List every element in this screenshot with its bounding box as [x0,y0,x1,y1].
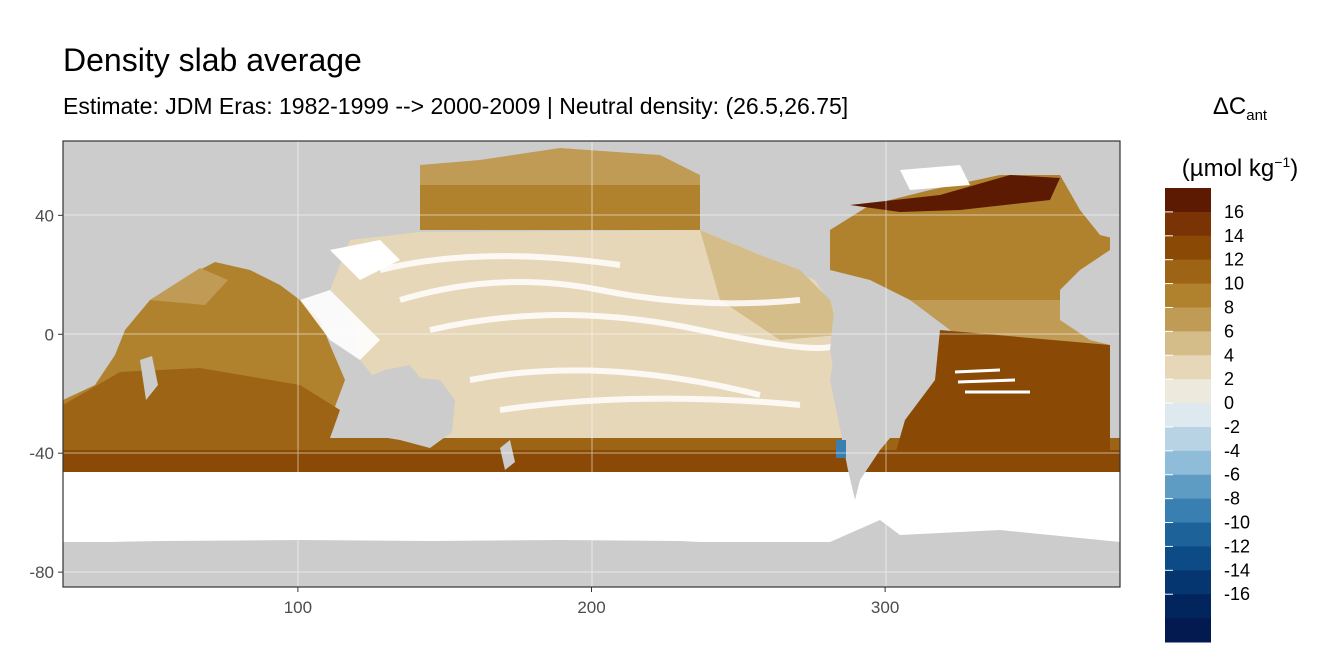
colorbar: 16 14 12 10 8 6 4 2 0 -2 -4 -6 -8 -10 -12 -14 -16 [1165,188,1250,643]
colorbar-label: 14 [1224,226,1244,246]
legend-title-symbol: ΔCant [1212,93,1268,124]
colorbar-label: 2 [1224,369,1234,389]
x-tick-label: 200 [577,598,605,617]
colorbar-swatch [1165,188,1211,213]
north-atlantic-subpolar [850,175,1060,212]
legend-title: ΔCant (µmol kg−1) [1160,84,1320,192]
colorbar-label: -8 [1224,489,1240,509]
colorbar-label: 16 [1224,202,1244,222]
pacific-east-tropical [700,230,840,340]
colorbar-swatch [1165,211,1211,237]
chart-title: Density slab average [63,42,362,78]
south-america [830,280,945,500]
colorbar-swatch [1165,355,1211,380]
north-no-data [900,165,970,190]
pacific-white-streaks [379,253,843,413]
pacific-northwest-no-data [330,240,400,280]
y-tick-label: 40 [35,206,54,225]
europe [1060,160,1120,240]
colorbar-swatch [1165,450,1211,476]
africa [1060,250,1110,345]
colorbar-label: -14 [1224,560,1250,580]
new-zealand [500,440,515,470]
colorbar-label: 4 [1224,345,1234,365]
colorbar-label: -4 [1224,441,1240,461]
indian-ocean-south [63,368,340,438]
y-tick-label: -80 [29,563,54,582]
colorbar-swatch [1165,498,1211,524]
colorbar-swatch [1165,235,1211,261]
arabian-sea-west [150,268,228,305]
madagascar [140,356,158,400]
colorbar-label: 10 [1224,274,1244,294]
colorbar-swatch [1165,307,1211,332]
colorbar-swatch [1165,594,1211,619]
y-tick-label: 0 [45,325,54,344]
atlantic-white-streaks [954,368,1030,394]
colorbar-swatch [1165,379,1211,404]
colorbar-label: 12 [1224,250,1244,270]
colorbar-swatch [1165,570,1211,595]
colorbar-swatch [1165,618,1211,643]
colorbar-label: 8 [1224,297,1234,317]
colorbar-swatch [1165,474,1211,500]
colorbar-label: -16 [1224,584,1250,604]
gridlines [63,141,1120,587]
colorbar-swatch [1165,259,1211,285]
colorbar-swatch [1165,403,1211,428]
chart-subtitle: Estimate: JDM Eras: 1982-1999 --> 2000-2… [63,93,849,119]
colorbar-swatch [1165,331,1211,356]
north-pacific-central [420,185,700,230]
colorbar-label: 6 [1224,321,1234,341]
map-layer [63,141,1120,587]
colorbar-label: 0 [1224,393,1234,413]
colorbar-label: -6 [1224,465,1240,485]
colorbar-swatch [1165,522,1211,547]
colorbar-swatch [1165,283,1211,308]
colorbar-label: -2 [1224,417,1240,437]
x-tick-label: 300 [871,598,899,617]
colorbar-label: -10 [1224,513,1250,533]
y-tick-label: -40 [29,444,54,463]
colorbar-label: -12 [1224,536,1250,556]
colorbar-swatch [1165,546,1211,571]
chile-negative [836,440,846,458]
australia [345,365,455,448]
maritime-continent [300,290,380,360]
x-tick-label: 100 [284,598,312,617]
colorbar-swatch [1165,426,1211,452]
south-atlantic [890,330,1110,472]
legend-title-unit: (µmol kg−1) [1181,153,1299,182]
